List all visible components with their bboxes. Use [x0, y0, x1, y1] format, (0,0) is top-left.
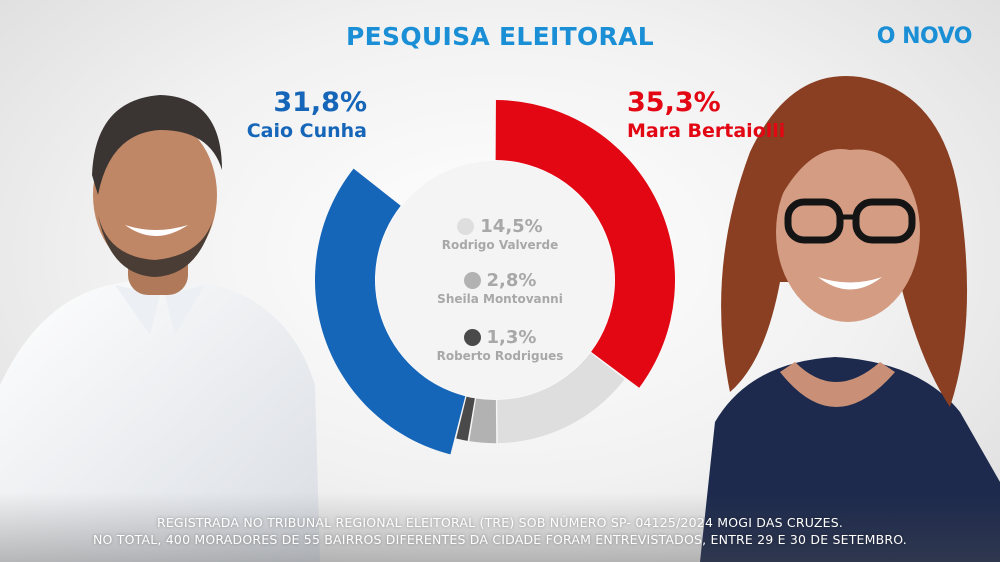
brand-logo: O NOVO [876, 24, 973, 49]
footer-line-1: REGISTRADA NO TRIBUNAL REGIONAL ELEITORA… [156, 515, 844, 530]
legend-item-rodrigo: 14,5% Rodrigo Valverde [400, 216, 600, 252]
slice-rodrigo [497, 352, 625, 444]
legend-pct: 2,8% [486, 270, 537, 291]
slice-mara [495, 100, 676, 388]
footer-line-2: NO TOTAL, 400 MORADORES DE 55 BAIRROS DI… [93, 532, 907, 547]
mara-name: Mara Bertaiolli [627, 120, 786, 142]
legend-dot [457, 218, 475, 235]
legend-dot [463, 329, 481, 346]
legend-name: Sheila Montovanni [437, 292, 563, 306]
slice-sheila [469, 398, 497, 444]
legend-dot [463, 272, 481, 289]
caio-percentage: 31,8% [273, 87, 367, 118]
legend-name: Roberto Rodrigues [436, 349, 564, 363]
legend-pct: 1,3% [486, 327, 537, 348]
legend-item-sheila: 2,8% Sheila Montovanni [400, 270, 600, 306]
candidate-photo-left [0, 95, 320, 562]
legend-name: Rodrigo Valverde [441, 238, 559, 252]
donut-hole [376, 161, 614, 399]
candidate-photo-right [700, 75, 1000, 562]
caio-name: Caio Cunha [246, 120, 367, 142]
mara-percentage: 35,3% [627, 87, 721, 118]
donut-chart [315, 100, 676, 455]
footer-band [0, 492, 1000, 562]
legend-pct: 14,5% [480, 216, 543, 237]
slice-roberto [456, 396, 475, 441]
footer-note: REGISTRADA NO TRIBUNAL REGIONAL ELEITORA… [0, 514, 1000, 548]
legend-item-roberto: 1,3% Roberto Rodrigues [400, 327, 600, 363]
slice-caio [315, 168, 466, 455]
page-title: PESQUISA ELEITORAL [346, 22, 654, 51]
